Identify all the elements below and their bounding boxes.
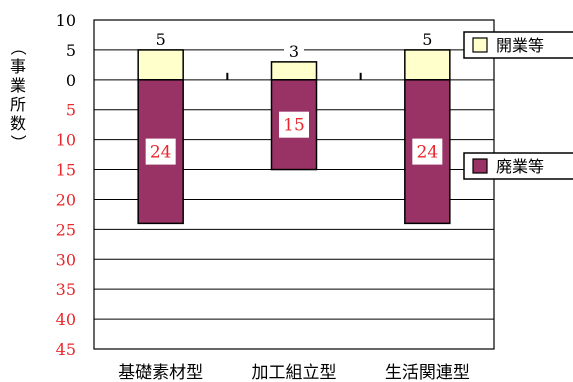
- y-axis-label: （ 事 業 所 数 ）: [8, 38, 28, 152]
- data-label-background: [145, 138, 176, 165]
- y-tick-label: 10: [56, 131, 76, 150]
- x-tick-label: 加工組立型: [252, 363, 337, 382]
- data-label-background: [412, 138, 443, 165]
- y-tick-label: 10: [56, 11, 76, 30]
- plot-area: [93, 19, 495, 350]
- bar-opening: [270, 61, 318, 81]
- legend-swatch: [472, 37, 488, 53]
- bar-opening: [404, 49, 451, 81]
- y-axis-label-char: 事: [9, 57, 26, 76]
- y-axis-label-char: 数: [9, 114, 26, 133]
- data-label-opening: 5: [422, 30, 432, 49]
- data-label-closing: 15: [283, 116, 305, 136]
- y-tick-label: 35: [56, 280, 76, 299]
- legend-swatch: [472, 158, 488, 174]
- bar-opening: [137, 49, 184, 81]
- data-label-background: [150, 30, 171, 47]
- y-tick-label: 30: [56, 250, 76, 269]
- y-tick-label: 40: [56, 310, 76, 329]
- y-tick-label: 25: [56, 220, 76, 239]
- y-axis-label-char: 所: [9, 95, 26, 114]
- legend-label: 開業等: [496, 36, 544, 55]
- y-tick-label: 5: [66, 41, 76, 60]
- y-tick-label: 0: [66, 71, 76, 90]
- data-label-opening: 3: [289, 42, 299, 61]
- y-tick-label: 15: [56, 161, 76, 180]
- x-tick-label: 基礎素材型: [118, 363, 203, 382]
- y-axis-label-char: 業: [9, 76, 26, 95]
- data-label-opening: 5: [156, 30, 166, 49]
- x-tick-label: 生活関連型: [385, 363, 470, 382]
- y-tick-label: 20: [56, 190, 76, 209]
- data-label-closing: 24: [150, 143, 172, 163]
- data-label-background: [417, 30, 438, 47]
- data-label-background: [279, 111, 309, 138]
- y-tick-label: 45: [56, 340, 76, 359]
- y-tick-label: 5: [66, 101, 76, 120]
- data-label-background: [284, 42, 304, 59]
- legend-label: 廃業等: [496, 157, 544, 176]
- data-label-closing: 24: [417, 143, 439, 163]
